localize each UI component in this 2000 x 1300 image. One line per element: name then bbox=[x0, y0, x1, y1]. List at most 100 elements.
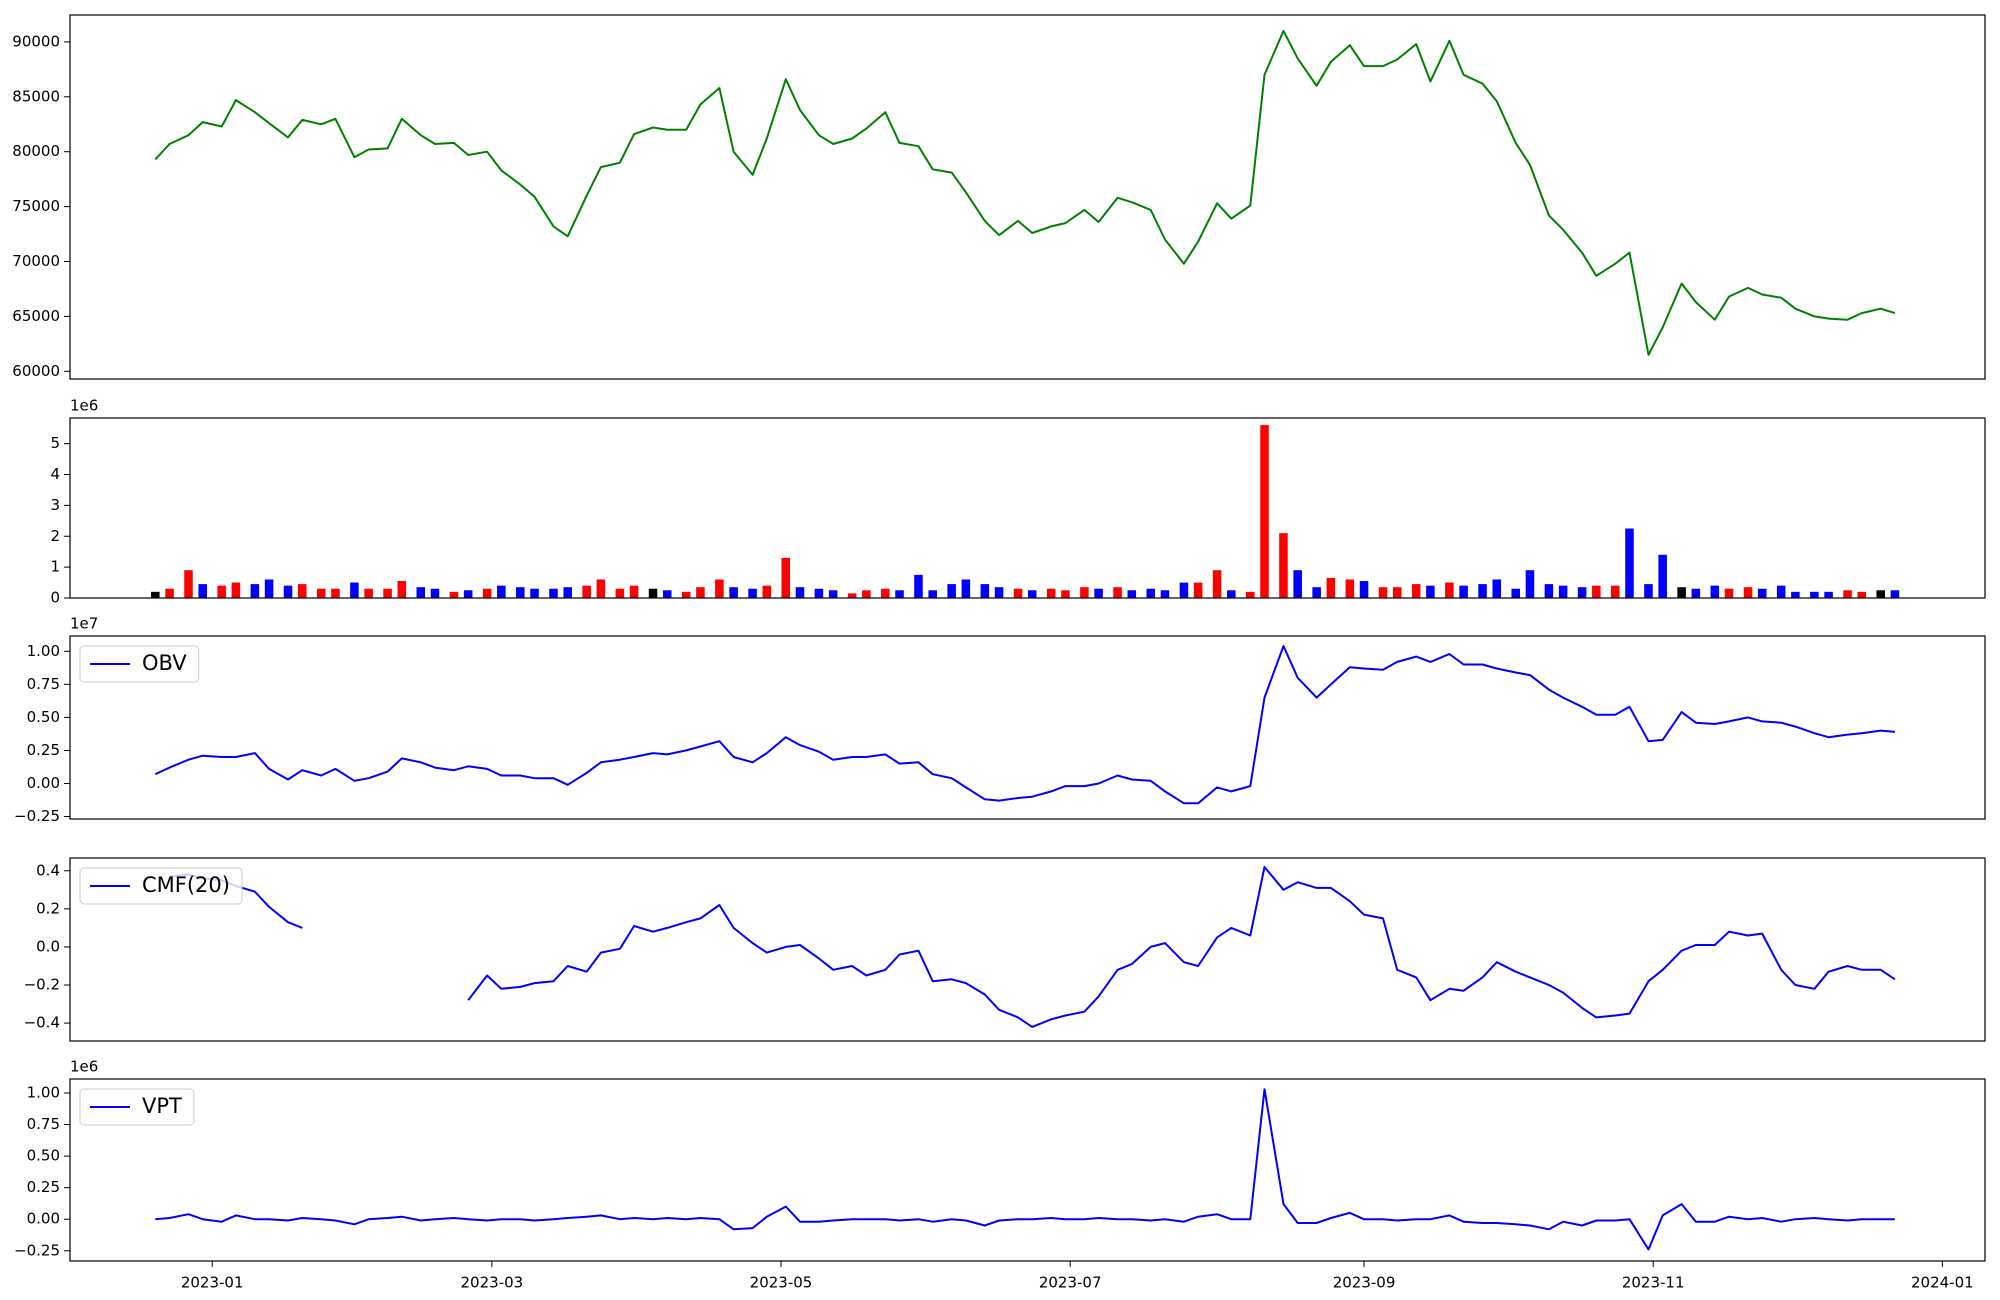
volume-bar bbox=[795, 587, 805, 598]
y-tick-label: 0.00 bbox=[27, 774, 60, 792]
y-tick-label: −0.4 bbox=[24, 1014, 60, 1032]
y-tick-label: 0.4 bbox=[36, 861, 60, 879]
y-tick-label: −0.25 bbox=[14, 807, 60, 825]
volume-bar bbox=[1312, 587, 1321, 598]
volume-bar bbox=[715, 579, 724, 598]
volume-bar bbox=[1046, 588, 1056, 598]
volume-bar bbox=[1392, 587, 1402, 598]
volume-bar bbox=[629, 585, 639, 598]
volume-bar bbox=[283, 585, 293, 598]
volume-bar bbox=[1776, 585, 1786, 598]
volume-bar bbox=[1426, 585, 1435, 598]
volume-bar bbox=[1857, 591, 1867, 598]
axis-offset-label: 1e6 bbox=[70, 1058, 98, 1076]
axis-offset-label: 1e7 bbox=[70, 615, 98, 633]
volume-bar bbox=[662, 590, 672, 598]
volume-bar bbox=[828, 590, 838, 598]
volume-bar bbox=[530, 588, 539, 598]
volume-bar bbox=[463, 590, 473, 598]
y-tick-label: 1.00 bbox=[27, 1084, 60, 1102]
volume-bar bbox=[681, 591, 691, 598]
legend-frame bbox=[79, 867, 243, 905]
y-tick-label: 3 bbox=[50, 496, 60, 514]
volume-bar bbox=[814, 588, 824, 598]
data-line bbox=[154, 29, 1896, 356]
volume-bar bbox=[297, 584, 307, 598]
volume-bar bbox=[1791, 591, 1800, 598]
volume-bar bbox=[1890, 590, 1900, 598]
legend: VPT bbox=[79, 1088, 195, 1126]
volume-bar bbox=[1511, 588, 1520, 598]
y-tick-label: 4 bbox=[50, 465, 60, 483]
volume-bar bbox=[596, 579, 606, 598]
volume-bar bbox=[961, 579, 971, 598]
y-tick-label: −0.25 bbox=[14, 1241, 60, 1259]
volume-bar bbox=[449, 591, 459, 598]
axis-offset-label: 1e6 bbox=[70, 397, 98, 415]
volume-bar bbox=[1743, 587, 1753, 598]
volume-bar bbox=[364, 588, 373, 598]
y-tick-label: 0.75 bbox=[27, 675, 60, 693]
legend-frame bbox=[79, 1088, 195, 1126]
y-tick-label: 85000 bbox=[12, 87, 60, 105]
volume-bar bbox=[895, 590, 904, 598]
y-tick-label: 0.2 bbox=[36, 899, 60, 917]
data-line bbox=[169, 866, 1896, 1028]
volume-bar bbox=[563, 587, 572, 598]
volume-bar bbox=[165, 588, 174, 598]
volume-bar bbox=[1378, 587, 1388, 598]
volume-bar bbox=[847, 593, 857, 598]
volume-bar bbox=[383, 588, 392, 598]
volume-bar bbox=[1127, 590, 1137, 598]
volume-bar bbox=[1359, 581, 1369, 598]
volume-bar bbox=[264, 579, 274, 598]
legend-label: OBV bbox=[142, 651, 187, 675]
volume-bar bbox=[1658, 554, 1667, 598]
volume-bar bbox=[482, 588, 492, 598]
volume-bar bbox=[184, 570, 193, 598]
y-tick-label: 90000 bbox=[12, 32, 60, 50]
volume-bar bbox=[1411, 584, 1421, 598]
y-tick-label: 75000 bbox=[12, 197, 60, 215]
volume-bar bbox=[397, 581, 407, 598]
data-line bbox=[154, 645, 1895, 805]
y-tick-label: 0.0 bbox=[36, 937, 60, 955]
volume-bar bbox=[862, 590, 871, 598]
y-tick-label: 1.00 bbox=[27, 642, 60, 660]
axes-frame bbox=[69, 857, 1986, 1042]
volume-bar bbox=[1824, 591, 1833, 598]
volume-bar bbox=[316, 588, 326, 598]
axes-frame bbox=[69, 1078, 1986, 1262]
volume-bar bbox=[1577, 587, 1587, 598]
volume-bar bbox=[1345, 579, 1355, 598]
x-tick-label: 2023-05 bbox=[750, 1274, 813, 1292]
volume-bar bbox=[430, 588, 440, 598]
data-line bbox=[155, 1088, 1895, 1251]
x-tick-label: 2023-01 bbox=[181, 1274, 244, 1292]
volume-bar bbox=[1094, 588, 1103, 598]
volume-bar bbox=[696, 587, 705, 598]
volume-bar bbox=[1478, 584, 1487, 598]
volume-bar bbox=[350, 582, 359, 598]
volume-bar bbox=[1160, 590, 1170, 598]
volume-bar bbox=[1611, 585, 1620, 598]
volume-bar bbox=[994, 587, 1004, 598]
volume-bar bbox=[549, 588, 558, 598]
volume-bar bbox=[1080, 587, 1089, 598]
x-tick-label: 2023-03 bbox=[461, 1274, 524, 1292]
y-tick-label: 65000 bbox=[12, 307, 60, 325]
volume-bar bbox=[1525, 570, 1535, 598]
legend: CMF(20) bbox=[79, 867, 243, 905]
legend-label: CMF(20) bbox=[142, 873, 230, 897]
y-tick-label: 0.25 bbox=[27, 741, 60, 759]
volume-bar bbox=[1027, 590, 1037, 598]
volume-bar bbox=[331, 588, 340, 598]
legend: OBV bbox=[79, 645, 200, 683]
legend-frame bbox=[79, 645, 200, 683]
y-tick-label: 1 bbox=[50, 558, 60, 576]
y-tick-label: 0.25 bbox=[27, 1178, 60, 1196]
volume-bar bbox=[1843, 590, 1852, 598]
volume-bar bbox=[729, 587, 738, 598]
volume-bar bbox=[1810, 591, 1819, 598]
